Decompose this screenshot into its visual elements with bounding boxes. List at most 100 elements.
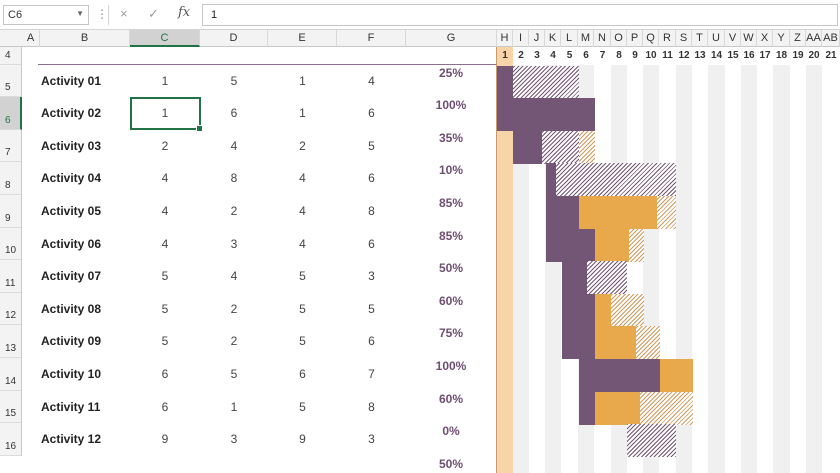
cell-f[interactable]: 6 [368, 334, 375, 348]
column-header-j[interactable]: J [529, 30, 545, 47]
column-header-e[interactable]: E [268, 30, 337, 47]
percent-complete[interactable]: 60% [438, 294, 464, 308]
gantt-bar[interactable] [579, 392, 595, 425]
cell-d[interactable]: 8 [230, 171, 238, 185]
percent-complete[interactable]: 50% [438, 261, 464, 275]
cell-f[interactable]: 6 [368, 171, 375, 185]
column-header-d[interactable]: D [200, 30, 268, 47]
cell-e[interactable]: 4 [299, 171, 306, 185]
gantt-bar[interactable] [562, 326, 595, 359]
cell-f[interactable]: 4 [368, 74, 375, 88]
row-header-12[interactable]: 12 [0, 293, 22, 325]
cell-e[interactable]: 5 [299, 400, 306, 414]
cell-c[interactable]: 1 [161, 106, 169, 120]
formula-input[interactable]: 1 [202, 4, 838, 26]
cell-e[interactable]: 5 [299, 269, 306, 283]
cell-e[interactable]: 1 [299, 74, 306, 88]
gantt-bar[interactable] [579, 196, 657, 229]
cell-f[interactable]: 3 [368, 269, 375, 283]
cell-f[interactable]: 7 [368, 367, 375, 381]
cell-c[interactable]: 9 [161, 432, 169, 446]
cell-f[interactable]: 5 [368, 302, 375, 316]
cell-d[interactable]: 6 [230, 106, 238, 120]
percent-complete[interactable]: 85% [438, 229, 464, 243]
cell-d[interactable]: 3 [230, 432, 238, 446]
column-header-k[interactable]: K [545, 30, 561, 47]
row-header-16[interactable]: 16 [0, 423, 22, 456]
activity-name[interactable]: Activity 09 [41, 334, 102, 348]
gantt-bar[interactable] [513, 131, 542, 164]
gantt-bar[interactable] [546, 163, 556, 196]
column-header-t[interactable]: T [692, 30, 708, 47]
cell-c[interactable]: 5 [161, 269, 169, 283]
column-header-m[interactable]: M [578, 30, 594, 47]
row-header-15[interactable]: 15 [0, 391, 22, 423]
cell-c[interactable]: 6 [161, 400, 169, 414]
enter-icon[interactable]: ✓ [148, 6, 159, 21]
gantt-bar[interactable] [546, 163, 676, 196]
column-header-b[interactable]: B [40, 30, 130, 47]
cell-c[interactable]: 6 [161, 367, 169, 381]
column-header-q[interactable]: Q [643, 30, 659, 47]
cell-c[interactable]: 4 [161, 237, 169, 251]
cell-d[interactable]: 2 [230, 302, 238, 316]
cell-d[interactable]: 1 [230, 400, 238, 414]
row-header-13[interactable]: 13 [0, 325, 22, 358]
gantt-bar[interactable] [546, 229, 595, 262]
percent-complete[interactable]: 10% [438, 163, 464, 177]
cell-f[interactable]: 3 [368, 432, 375, 446]
activity-name[interactable]: Activity 02 [41, 106, 102, 120]
gantt-bar[interactable] [595, 392, 640, 425]
gantt-bar[interactable] [595, 326, 636, 359]
cell-e[interactable]: 2 [299, 139, 306, 153]
row-header-5[interactable]: 5 [0, 65, 22, 97]
gantt-bar[interactable] [546, 196, 579, 229]
column-header-f[interactable]: F [337, 30, 406, 47]
column-header-a[interactable]: A [22, 30, 40, 47]
column-header-s[interactable]: S [676, 30, 692, 47]
cell-c[interactable]: 4 [161, 204, 169, 218]
cell-c[interactable]: 1 [161, 74, 169, 88]
cell-d[interactable]: 5 [230, 367, 238, 381]
column-header-o[interactable]: O [611, 30, 627, 47]
column-header-n[interactable]: N [594, 30, 611, 47]
name-box[interactable]: C6 ▼ [3, 5, 89, 25]
activity-name[interactable]: Activity 11 [41, 400, 101, 414]
column-header-g[interactable]: G [406, 30, 497, 47]
cell-c[interactable]: 5 [161, 334, 169, 348]
more-options-icon[interactable]: ⋮ [96, 7, 108, 21]
gantt-bar[interactable] [562, 261, 587, 294]
cell-c[interactable]: 4 [161, 171, 169, 185]
selected-cell-c6[interactable] [130, 97, 203, 132]
chevron-down-icon[interactable]: ▼ [76, 9, 84, 18]
cell-f[interactable]: 6 [368, 106, 375, 120]
percent-complete[interactable]: 75% [438, 326, 464, 340]
activity-name[interactable]: Activity 01 [41, 74, 102, 88]
row-header-14[interactable]: 14 [0, 358, 22, 391]
column-header-u[interactable]: U [708, 30, 725, 47]
cell-d[interactable]: 2 [230, 204, 238, 218]
cell-e[interactable]: 6 [299, 367, 306, 381]
gantt-bar[interactable] [595, 229, 629, 262]
column-header-r[interactable]: R [659, 30, 676, 47]
activity-name[interactable]: Activity 04 [41, 171, 102, 185]
gantt-bar[interactable] [660, 359, 693, 392]
percent-complete[interactable]: 35% [438, 131, 464, 145]
activity-name[interactable]: Activity 08 [41, 302, 102, 316]
percent-complete[interactable]: 0% [442, 424, 460, 438]
column-header-x[interactable]: X [757, 30, 773, 47]
cancel-icon[interactable]: × [120, 6, 128, 21]
cell-f[interactable]: 6 [368, 237, 375, 251]
column-header-p[interactable]: P [627, 30, 643, 47]
activity-name[interactable]: Activity 03 [41, 139, 102, 153]
cell-f[interactable]: 8 [368, 400, 375, 414]
cell-c[interactable]: 5 [161, 302, 169, 316]
gantt-bar[interactable] [497, 98, 595, 131]
percent-complete[interactable]: 60% [438, 392, 464, 406]
gantt-bar[interactable] [579, 131, 595, 164]
cell-d[interactable]: 2 [230, 334, 238, 348]
column-header-h[interactable]: H [497, 30, 513, 47]
row-header-6[interactable]: 6 [0, 97, 22, 130]
row-header-7[interactable]: 7 [0, 130, 22, 162]
insert-function-icon[interactable]: fx [178, 5, 191, 20]
